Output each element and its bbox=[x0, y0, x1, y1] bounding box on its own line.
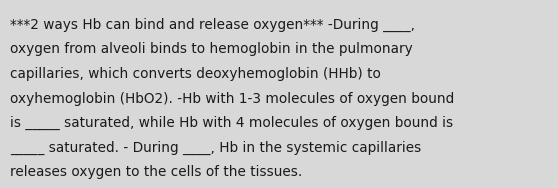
Text: _____ saturated. - During ____, Hb in the systemic capillaries: _____ saturated. - During ____, Hb in th… bbox=[10, 140, 421, 155]
Text: releases oxygen to the cells of the tissues.: releases oxygen to the cells of the tiss… bbox=[10, 165, 302, 179]
Text: capillaries, which converts deoxyhemoglobin (HHb) to: capillaries, which converts deoxyhemoglo… bbox=[10, 67, 381, 81]
Text: ***2 ways Hb can bind and release oxygen*** -During ____,: ***2 ways Hb can bind and release oxygen… bbox=[10, 18, 415, 32]
Text: oxygen from alveoli binds to hemoglobin in the pulmonary: oxygen from alveoli binds to hemoglobin … bbox=[10, 42, 413, 57]
Text: is _____ saturated, while Hb with 4 molecules of oxygen bound is: is _____ saturated, while Hb with 4 mole… bbox=[10, 116, 453, 130]
Text: oxyhemoglobin (HbO2). -Hb with 1-3 molecules of oxygen bound: oxyhemoglobin (HbO2). -Hb with 1-3 molec… bbox=[10, 92, 454, 105]
